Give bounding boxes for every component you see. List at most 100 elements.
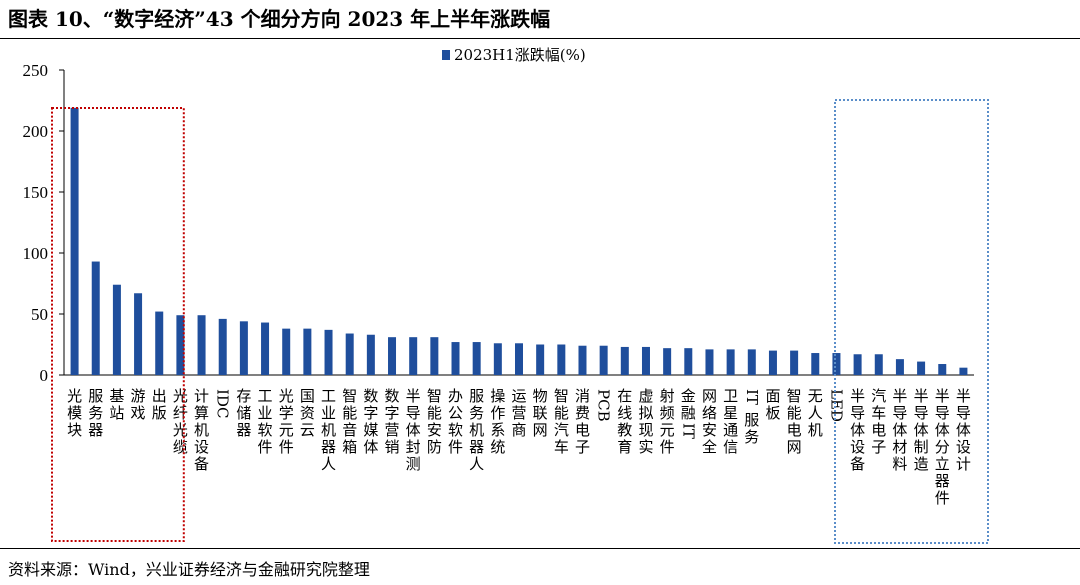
bar [197, 315, 206, 375]
y-tick-label: 150 [23, 183, 49, 202]
y-tick-label: 100 [23, 244, 49, 263]
bar [790, 350, 799, 375]
bar [91, 261, 100, 375]
bar [388, 337, 397, 375]
bar [599, 345, 608, 375]
bar [747, 349, 756, 375]
x-category-label: 汽车电子 [871, 387, 886, 456]
x-category-label: 操作系统 [490, 387, 505, 456]
x-category-label-latin: IT [679, 423, 697, 439]
bar [578, 345, 587, 375]
x-category-label: 金融 [681, 387, 696, 422]
source-divider [0, 548, 1080, 549]
bar [282, 328, 291, 375]
bar [303, 328, 312, 375]
bar [239, 321, 248, 375]
bar [917, 361, 926, 375]
x-category-label: 无人机 [808, 387, 823, 439]
bar [345, 333, 354, 375]
x-category-label: 国资云 [300, 387, 315, 439]
x-category-label: 服务机器人 [469, 387, 484, 473]
bar [112, 284, 121, 375]
x-category-label: 数字媒体 [363, 387, 378, 456]
bar [134, 293, 143, 375]
bar [70, 107, 79, 375]
x-category-label-latin: IT [743, 389, 761, 405]
bar [493, 343, 502, 375]
bar [663, 348, 672, 375]
highlight-box [51, 107, 185, 542]
bar [176, 315, 185, 375]
bar [472, 342, 481, 375]
x-category-label: 在线教育 [617, 387, 632, 456]
bar [218, 318, 227, 375]
bar [620, 346, 629, 375]
y-tick-label: 50 [31, 305, 48, 324]
bar [959, 367, 968, 375]
bar [938, 364, 947, 375]
x-category-label: 数字营销 [385, 387, 400, 456]
x-category-label: 工业机器人 [321, 387, 336, 473]
x-category-label: 工业软件 [258, 387, 273, 456]
x-category-label: 基站 [109, 387, 124, 422]
x-category-label: 半导体材料 [892, 387, 907, 473]
x-category-label: 智能汽车 [554, 387, 569, 456]
bar [451, 342, 460, 375]
x-category-label: 半导体封测 [406, 387, 421, 473]
x-category-label: 存储器 [236, 387, 251, 439]
x-category-label: 虚拟现实 [638, 387, 653, 456]
y-tick-label: 0 [40, 366, 49, 385]
bar [324, 329, 333, 375]
bar [811, 353, 820, 375]
x-category-label: 智能音箱 [342, 387, 357, 456]
figure-title: 图表 10、“数字经济”43 个细分方向 2023 年上半年涨跌幅 [8, 7, 551, 31]
x-category-label: 网络安全 [702, 387, 717, 456]
bar [261, 322, 270, 375]
bar [409, 337, 418, 375]
legend-label: 2023H1涨跌幅(%) [454, 46, 586, 64]
y-tick-label: 200 [23, 122, 49, 141]
x-category-label: 半导体设计 [956, 387, 971, 473]
title-divider [0, 38, 1080, 39]
legend-swatch [442, 50, 450, 60]
bar [430, 337, 439, 375]
x-category-label-latin: IDC [214, 389, 232, 418]
bar [366, 334, 375, 375]
x-category-label: 运营商 [511, 387, 526, 439]
x-category-label: 办公软件 [448, 387, 463, 456]
bar [768, 350, 777, 375]
x-category-label-latin: PCB [595, 389, 613, 422]
x-category-label: 卫星通信 [723, 387, 738, 456]
x-category-label: 光学元件 [279, 387, 294, 456]
bar [155, 311, 164, 375]
x-category-label: 智能电网 [787, 387, 802, 456]
source-note: 资料来源：Wind，兴业证券经济与金融研究院整理 [8, 560, 370, 579]
bar [684, 348, 693, 375]
x-category-label: 半导体分立器件 [935, 387, 950, 507]
x-category-label: 光模块 [67, 387, 82, 439]
x-category-label: 半导体设备 [850, 387, 865, 473]
bar [705, 349, 714, 375]
x-category-label: 服务 [744, 411, 759, 446]
x-category-label-latin: LED [827, 389, 845, 422]
x-category-label: 半导体制造 [914, 387, 929, 473]
x-category-label: 智能安防 [427, 387, 442, 456]
highlight-box [834, 99, 989, 544]
x-category-label: 面板 [765, 387, 780, 422]
bar [874, 354, 883, 375]
x-category-label: 计算机设备 [194, 387, 209, 473]
x-category-label: 游戏 [131, 387, 146, 422]
x-category-label: 出版 [152, 387, 167, 422]
bar [832, 353, 841, 375]
x-category-label: 光纤光缆 [173, 387, 188, 456]
bar [726, 349, 735, 375]
bar [895, 359, 904, 375]
bar [853, 354, 862, 375]
x-category-label: 服务器 [88, 387, 103, 439]
bar [557, 344, 566, 375]
x-category-label: 消费电子 [575, 387, 590, 456]
x-category-label: 物联网 [533, 387, 548, 439]
bar [641, 346, 650, 375]
x-category-label: 射频元件 [660, 387, 675, 456]
